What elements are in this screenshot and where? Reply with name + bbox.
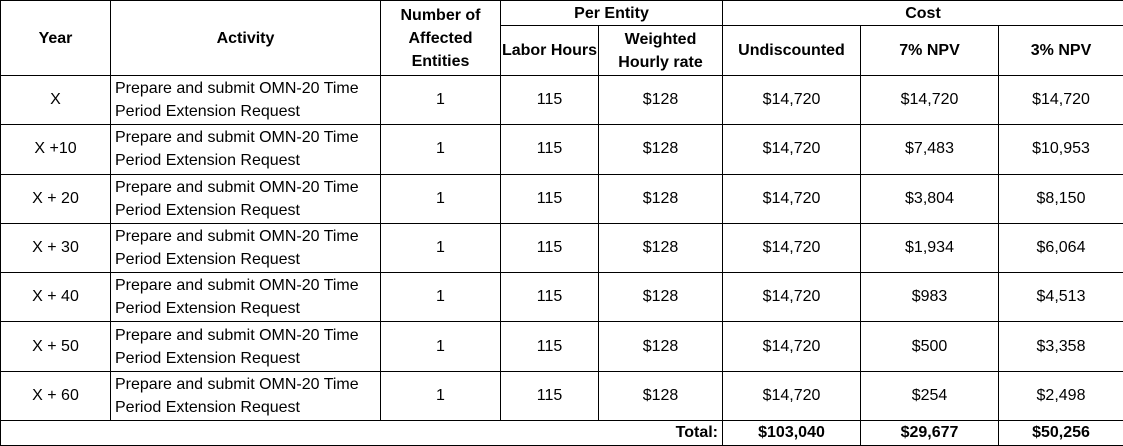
npv-7-cell: $14,720 [861,76,999,125]
entities-cell: 1 [381,76,501,125]
activity-cell: Prepare and submit OMN-20 Time Period Ex… [111,223,381,272]
undiscounted-cell: $14,720 [723,371,861,420]
undiscounted-cell: $14,720 [723,174,861,223]
activity-cell: Prepare and submit OMN-20 Time Period Ex… [111,174,381,223]
npv-7-cell: $3,804 [861,174,999,223]
hourly-rate-cell: $128 [599,223,723,272]
header-labor-hours: Labor Hours [501,26,599,76]
undiscounted-cell: $14,720 [723,273,861,322]
npv-3-cell: $8,150 [999,174,1123,223]
npv-3-cell: $4,513 [999,273,1123,322]
labor-hours-cell: 115 [501,125,599,174]
total-npv-3: $50,256 [999,421,1123,446]
npv-7-cell: $500 [861,322,999,371]
hourly-rate-cell: $128 [599,322,723,371]
labor-hours-cell: 115 [501,273,599,322]
activity-cell: Prepare and submit OMN-20 Time Period Ex… [111,322,381,371]
year-cell: X [1,76,111,125]
labor-hours-cell: 115 [501,174,599,223]
total-npv-7: $29,677 [861,421,999,446]
hourly-rate-cell: $128 [599,125,723,174]
year-cell: X + 40 [1,273,111,322]
activity-cell: Prepare and submit OMN-20 Time Period Ex… [111,76,381,125]
year-cell: X +10 [1,125,111,174]
year-cell: X + 30 [1,223,111,272]
entities-cell: 1 [381,174,501,223]
header-affected-entities: Number of Affected Entities [381,1,501,76]
npv-3-cell: $6,064 [999,223,1123,272]
undiscounted-cell: $14,720 [723,322,861,371]
activity-cell: Prepare and submit OMN-20 Time Period Ex… [111,125,381,174]
hourly-rate-cell: $128 [599,273,723,322]
hourly-rate-cell: $128 [599,371,723,420]
entities-cell: 1 [381,371,501,420]
entities-cell: 1 [381,223,501,272]
hourly-rate-cell: $128 [599,76,723,125]
year-cell: X + 50 [1,322,111,371]
year-cell: X + 20 [1,174,111,223]
header-npv-3: 3% NPV [999,26,1123,76]
entities-cell: 1 [381,273,501,322]
undiscounted-cell: $14,720 [723,125,861,174]
npv-7-cell: $983 [861,273,999,322]
year-cell: X + 60 [1,371,111,420]
undiscounted-cell: $14,720 [723,76,861,125]
total-row: Total:$103,040$29,677$50,256 [1,421,1123,446]
npv-3-cell: $14,720 [999,76,1123,125]
labor-hours-cell: 115 [501,223,599,272]
header-cost: Cost [723,1,1123,26]
activity-cell: Prepare and submit OMN-20 Time Period Ex… [111,371,381,420]
entities-cell: 1 [381,125,501,174]
npv-3-cell: $3,358 [999,322,1123,371]
header-per-entity: Per Entity [501,1,723,26]
npv-3-cell: $10,953 [999,125,1123,174]
labor-hours-cell: 115 [501,322,599,371]
header-activity: Activity [111,1,381,76]
header-year: Year [1,1,111,76]
labor-hours-cell: 115 [501,371,599,420]
activity-cell: Prepare and submit OMN-20 Time Period Ex… [111,273,381,322]
hourly-rate-cell: $128 [599,174,723,223]
undiscounted-cell: $14,720 [723,223,861,272]
total-label: Total: [1,421,723,446]
header-undiscounted: Undiscounted [723,26,861,76]
npv-7-cell: $7,483 [861,125,999,174]
total-undiscounted: $103,040 [723,421,861,446]
header-hourly-rate: Weighted Hourly rate [599,26,723,76]
npv-3-cell: $2,498 [999,371,1123,420]
header-npv-7: 7% NPV [861,26,999,76]
npv-7-cell: $1,934 [861,223,999,272]
npv-7-cell: $254 [861,371,999,420]
labor-hours-cell: 115 [501,76,599,125]
entities-cell: 1 [381,322,501,371]
